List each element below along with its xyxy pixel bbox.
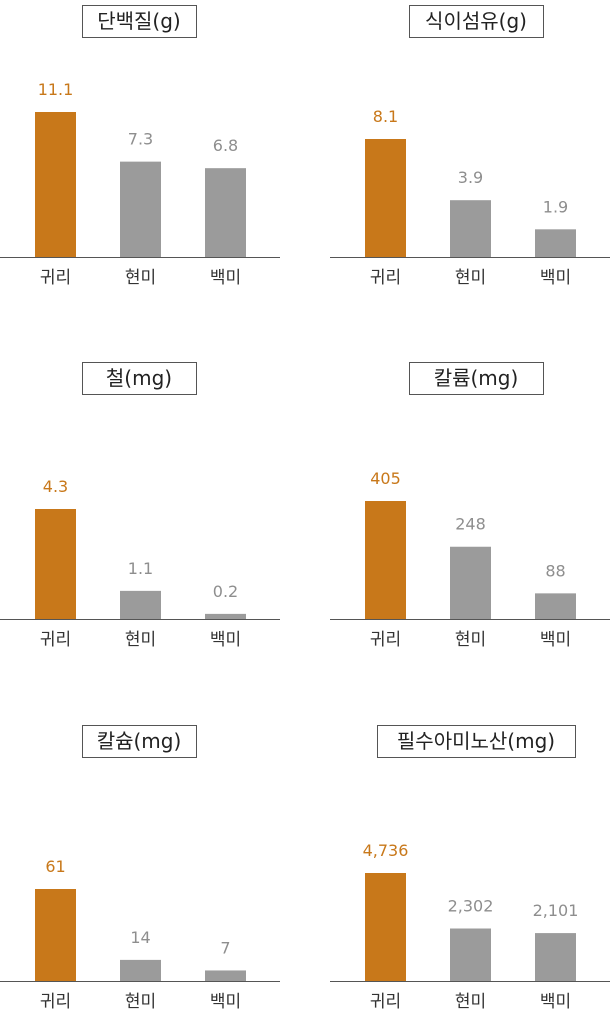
x-tick-label: 귀리 xyxy=(370,630,401,650)
chart-title-box xyxy=(409,5,544,38)
chart-title: 식이섬유(g) xyxy=(425,9,527,33)
chart-bar xyxy=(120,959,161,981)
x-tick-label: 현미 xyxy=(455,992,486,1012)
data-label: 1.1 xyxy=(128,559,153,578)
data-label: 4.3 xyxy=(43,477,68,496)
data-label: 3.9 xyxy=(458,168,483,187)
chart-title-box xyxy=(82,5,197,38)
chart-title-box xyxy=(82,725,197,758)
chart-bar xyxy=(365,139,406,257)
chart-bar xyxy=(35,112,76,257)
x-tick-label: 백미 xyxy=(540,992,571,1012)
data-label: 2,101 xyxy=(533,901,579,920)
chart-bar xyxy=(365,873,406,981)
chart-bar xyxy=(365,501,406,619)
data-label: 11.1 xyxy=(38,80,74,99)
x-tick-label: 백미 xyxy=(210,992,241,1012)
chart-title: 철(mg) xyxy=(106,366,172,390)
x-tick-label: 귀리 xyxy=(370,992,401,1012)
x-tick-label: 백미 xyxy=(540,630,571,650)
chart-title-box xyxy=(409,362,544,395)
data-label: 8.1 xyxy=(373,107,398,126)
chart-bar xyxy=(120,590,161,619)
data-label: 14 xyxy=(130,928,150,947)
data-label: 6.8 xyxy=(213,136,238,155)
data-label: 1.9 xyxy=(543,197,568,216)
x-tick-label: 귀리 xyxy=(40,992,71,1012)
data-label: 4,736 xyxy=(363,841,409,860)
chart-title: 칼륨(mg) xyxy=(434,366,519,390)
chart-bar xyxy=(450,928,491,981)
chart-bar xyxy=(35,509,76,619)
chart-title: 단백질(g) xyxy=(97,9,181,33)
chart-bar xyxy=(535,229,576,257)
chart-title-box xyxy=(377,725,576,758)
data-label: 2,302 xyxy=(448,897,494,916)
data-label: 61 xyxy=(45,857,65,876)
chart-title: 필수아미노산(mg) xyxy=(397,729,555,753)
x-tick-label: 현미 xyxy=(455,268,486,288)
chart-bar xyxy=(35,889,76,981)
x-tick-label: 현미 xyxy=(125,992,156,1012)
chart-title-box xyxy=(82,362,197,395)
chart-title: 칼슘(mg) xyxy=(97,729,182,753)
chart-bar xyxy=(120,161,161,257)
data-label: 248 xyxy=(455,515,486,534)
data-label: 88 xyxy=(545,561,565,580)
chart-bar xyxy=(450,546,491,619)
x-tick-label: 백미 xyxy=(210,268,241,288)
x-tick-label: 귀리 xyxy=(40,268,71,288)
x-tick-label: 귀리 xyxy=(370,268,401,288)
chart-bar xyxy=(450,200,491,257)
data-label: 0.2 xyxy=(213,582,238,601)
data-label: 7.3 xyxy=(128,130,153,149)
x-tick-label: 백미 xyxy=(210,630,241,650)
data-label: 405 xyxy=(370,469,401,488)
x-tick-label: 백미 xyxy=(540,268,571,288)
chart-bar xyxy=(205,970,246,981)
x-tick-label: 현미 xyxy=(125,268,156,288)
data-label: 7 xyxy=(220,938,230,957)
x-tick-label: 현미 xyxy=(455,630,486,650)
chart-bar xyxy=(205,613,246,619)
chart-bar xyxy=(535,933,576,981)
x-tick-label: 현미 xyxy=(125,630,156,650)
chart-bar xyxy=(535,593,576,619)
x-tick-label: 귀리 xyxy=(40,630,71,650)
chart-bar xyxy=(205,168,246,257)
